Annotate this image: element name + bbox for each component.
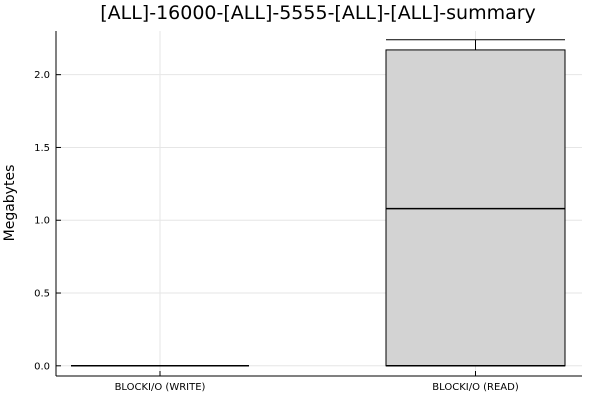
axes: [55, 31, 582, 377]
chart-title: [ALL]-16000-[ALL]-5555-[ALL]-[ALL]-summa…: [100, 2, 536, 24]
box-1: [385, 39, 566, 367]
y-tick-label: 0.0: [34, 361, 50, 372]
box-series: [71, 39, 566, 367]
y-tick-labels: 0.0 0.5 1.0 1.5 2.0: [34, 70, 50, 372]
y-tick-label: 0.5: [34, 289, 50, 300]
x-tick-label: BLOCKI/O (WRITE): [115, 382, 206, 393]
x-tick-labels: BLOCKI/O (WRITE) BLOCKI/O (READ): [115, 382, 519, 393]
y-tick-label: 1.0: [34, 216, 50, 227]
y-tick-label: 2.0: [34, 70, 50, 81]
y-axis-label: Megabytes: [2, 165, 18, 242]
x-tick-label: BLOCKI/O (READ): [432, 382, 519, 393]
y-tick-label: 1.5: [34, 143, 50, 154]
